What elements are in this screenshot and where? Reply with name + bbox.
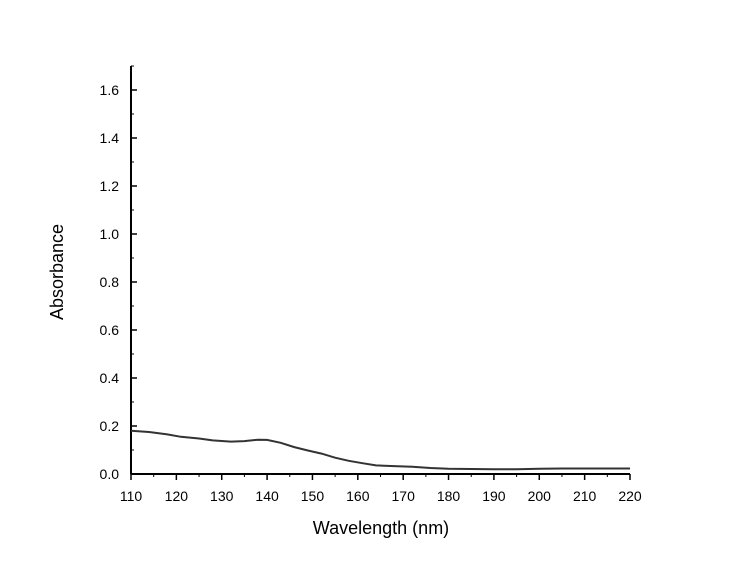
y-axis-title: Absorbance [47, 224, 67, 320]
x-tick-label: 220 [618, 488, 642, 504]
x-tick-label: 190 [482, 488, 506, 504]
y-tick-label: 0.0 [100, 466, 120, 482]
x-tick-label: 170 [392, 488, 416, 504]
y-tick-label: 0.6 [100, 322, 120, 338]
x-axis-title: Wavelength (nm) [313, 518, 449, 538]
y-tick-label: 1.0 [100, 226, 120, 242]
x-tick-label: 150 [301, 488, 325, 504]
x-tick-label: 200 [528, 488, 552, 504]
y-tick-label: 1.6 [100, 82, 120, 98]
x-tick-label: 130 [210, 488, 234, 504]
y-tick-label: 0.8 [100, 274, 120, 290]
series-line [130, 429, 630, 471]
y-tick-label: 0.4 [100, 370, 120, 386]
x-tick-label: 110 [120, 488, 143, 504]
x-tick-label: 140 [255, 488, 279, 504]
tick-labels: 110 120 130 140 150 160 170 180 190 200 210 220 0.0 0… [100, 82, 642, 504]
y-tick-label: 1.2 [100, 178, 120, 194]
x-tick-label: 160 [346, 488, 370, 504]
x-tick-label: 210 [573, 488, 597, 504]
ticks [130, 65, 631, 480]
x-tick-label: 120 [165, 488, 189, 504]
y-tick-label: 0.2 [100, 418, 120, 434]
axes [130, 66, 630, 475]
y-tick-label: 1.4 [100, 130, 120, 146]
series-group [130, 429, 630, 471]
x-tick-label: 180 [437, 488, 461, 504]
